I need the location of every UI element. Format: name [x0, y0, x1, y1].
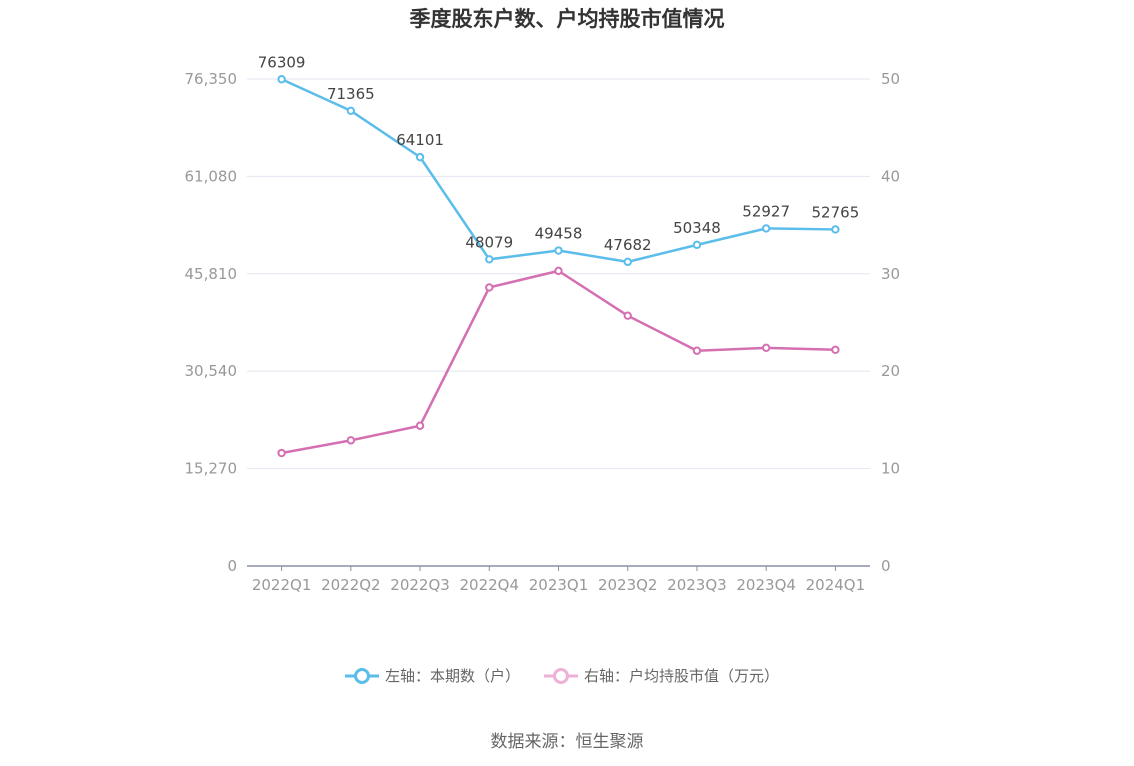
data-point-left[interactable]: [831, 225, 840, 234]
legend-label-right: 右轴：户均持股市值（万元）: [584, 667, 779, 685]
left-tick-label: 61,080: [185, 167, 238, 185]
data-label: 47682: [604, 236, 652, 254]
left-axis-ticks: 0 15,270 30,540 45,810 61,080 76,350: [185, 70, 238, 575]
data-point-left[interactable]: [761, 224, 771, 233]
series-line-right: [281, 269, 836, 455]
right-tick-label: 10: [881, 460, 900, 478]
x-tick-label: 2022Q4: [460, 576, 520, 594]
right-tick-label: 20: [881, 362, 900, 380]
data-label: 71365: [327, 85, 375, 103]
x-axis: 2022Q1 2022Q2 2022Q3 2022Q4 2023Q1 2023Q2 2023…: [247, 565, 870, 594]
legend-marker-left: [354, 668, 370, 684]
data-point-right[interactable]: [485, 283, 494, 292]
data-point-right[interactable]: [692, 346, 702, 355]
data-point-right[interactable]: [346, 436, 356, 445]
right-axis-ticks: 0 10 20 30 40 50: [881, 70, 900, 575]
data-point-left[interactable]: [415, 152, 425, 162]
legend-item-left[interactable]: 左轴：本期数（户）: [345, 667, 520, 685]
data-point-right[interactable]: [761, 343, 771, 353]
x-tick-label: 2023Q3: [667, 576, 727, 594]
left-tick-label: 30,540: [185, 362, 238, 380]
left-tick-label: 45,810: [185, 265, 238, 283]
data-point-right[interactable]: [415, 421, 425, 430]
right-tick-label: 40: [881, 167, 900, 185]
data-point-left[interactable]: [554, 246, 563, 255]
legend-label-left: 左轴：本期数（户）: [385, 667, 520, 685]
legend-item-right[interactable]: 右轴：户均持股市值（万元）: [544, 667, 779, 685]
data-point-right[interactable]: [831, 345, 840, 354]
x-tick-label: 2022Q2: [321, 576, 381, 594]
data-point-left[interactable]: [623, 257, 632, 267]
data-label: 48079: [465, 233, 513, 251]
data-point-right[interactable]: [623, 311, 632, 320]
data-point-left[interactable]: [277, 75, 286, 84]
right-tick-label: 50: [881, 70, 900, 88]
data-point-left[interactable]: [346, 106, 356, 115]
data-label: 52927: [742, 202, 790, 220]
data-label: 64101: [396, 131, 444, 149]
left-tick-label: 15,270: [185, 460, 238, 478]
x-tick-label: 2022Q3: [390, 576, 450, 594]
legend[interactable]: 左轴：本期数（户） 右轴：户均持股市值（万元）: [345, 667, 779, 685]
data-label: 49458: [535, 225, 583, 243]
left-tick-label: 76,350: [185, 70, 238, 88]
right-tick-label: 0: [881, 557, 891, 575]
data-point-left[interactable]: [692, 240, 702, 250]
data-label: 76309: [258, 53, 306, 71]
data-label: 52765: [812, 203, 860, 221]
left-tick-label: 0: [227, 557, 237, 575]
chart-title: 季度股东户数、户均持股市值情况: [410, 7, 725, 31]
data-point-right[interactable]: [277, 448, 286, 458]
source-note: 数据来源：恒生聚源: [491, 732, 644, 752]
series-layer: 76309 71365 64101 48079 49458 47682 50348 52927…: [258, 53, 860, 458]
x-tick-label: 2022Q1: [252, 576, 312, 594]
right-tick-label: 30: [881, 265, 900, 283]
x-tick-label: 2023Q4: [736, 576, 796, 594]
x-tick-label: 2023Q2: [598, 576, 658, 594]
x-tick-label: 2024Q1: [806, 576, 866, 594]
data-label: 50348: [673, 219, 721, 237]
legend-marker-right: [553, 668, 569, 684]
data-point-right[interactable]: [554, 266, 563, 276]
x-tick-label: 2023Q1: [529, 576, 589, 594]
data-point-left[interactable]: [485, 255, 494, 264]
